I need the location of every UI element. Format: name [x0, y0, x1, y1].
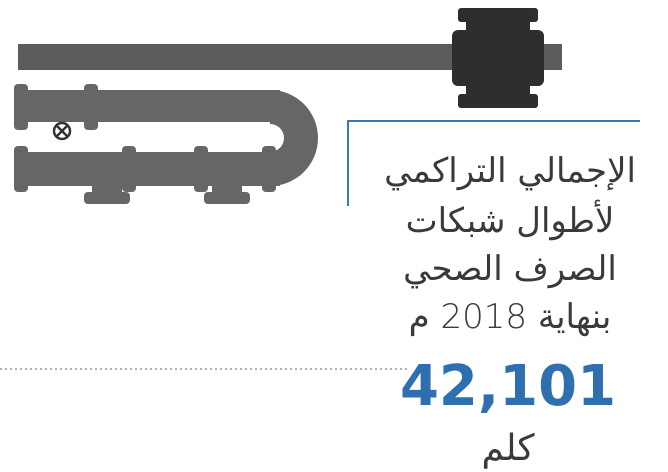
infographic: الإجمالي التراكمي لأطوال شبكات الصرف الص… — [0, 0, 668, 472]
title-line: بنهاية 2018 م — [409, 297, 612, 337]
total-value: 42,101 — [400, 354, 616, 419]
title-line: لأطوال شبكات — [406, 199, 615, 241]
valve-wheel — [54, 123, 70, 139]
unit: كلم — [481, 428, 535, 469]
u-pipe — [14, 84, 318, 204]
title-block: الإجمالي التراكمي لأطوال شبكات الصرف الص… — [384, 151, 636, 337]
title-line: الإجمالي التراكمي — [384, 151, 636, 191]
valve — [452, 8, 544, 108]
title-line: الصرف الصحي — [403, 249, 617, 289]
